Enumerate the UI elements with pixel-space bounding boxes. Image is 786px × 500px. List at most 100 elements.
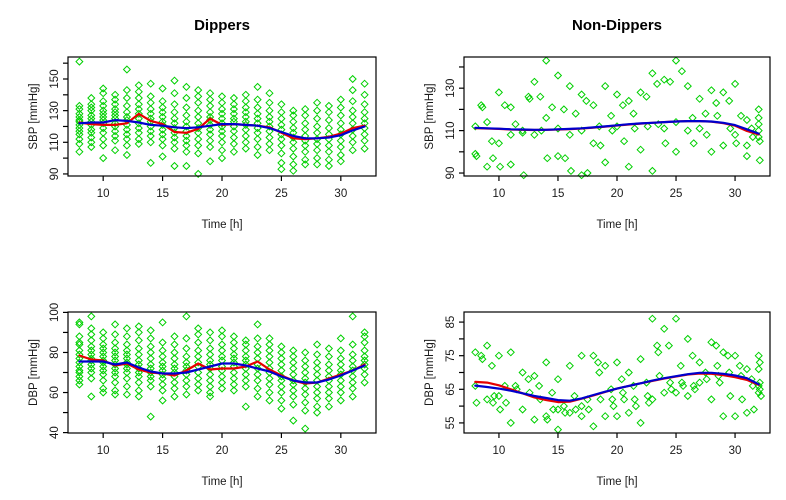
scatter-point-diamond bbox=[146, 109, 155, 118]
scatter-point-diamond bbox=[348, 392, 357, 401]
scatter-point-diamond bbox=[99, 89, 108, 98]
scatter-point-diamond bbox=[636, 145, 645, 154]
scatter-point-diamond bbox=[312, 146, 322, 155]
scatter-point-diamond bbox=[742, 408, 752, 417]
scatter-point-diamond bbox=[75, 320, 84, 329]
scatter-point-diamond bbox=[683, 334, 692, 344]
scatter-point-diamond bbox=[723, 351, 733, 360]
scatter-point-diamond bbox=[348, 312, 357, 321]
scatter-point-diamond bbox=[667, 385, 676, 394]
scatter-point-diamond bbox=[158, 374, 167, 383]
scatter-point-diamond bbox=[652, 341, 662, 350]
scatter-point-diamond bbox=[122, 368, 132, 377]
scatter-point-diamond bbox=[336, 142, 345, 152]
scatter-point-diamond bbox=[289, 106, 298, 115]
scatter-point-diamond bbox=[75, 134, 84, 144]
scatter-point-diamond bbox=[265, 380, 274, 389]
scatter-point-diamond bbox=[99, 123, 108, 133]
scatter-point-diamond bbox=[547, 388, 557, 397]
scatter-point-diamond bbox=[122, 141, 132, 150]
scatter-point-diamond bbox=[265, 89, 274, 98]
scatter-point-diamond bbox=[146, 348, 155, 357]
scatter-point-diamond bbox=[253, 134, 262, 144]
scatter-point-diamond bbox=[158, 108, 167, 117]
scatter-point-diamond bbox=[241, 108, 250, 117]
scatter-point-diamond bbox=[360, 360, 369, 369]
scatter-point-diamond bbox=[336, 354, 345, 363]
panel-title: Dippers bbox=[194, 17, 250, 34]
scatter-point-diamond bbox=[488, 154, 498, 163]
y-tick-label: 55 bbox=[445, 417, 457, 430]
scatter-point-diamond bbox=[689, 381, 698, 391]
plot-box bbox=[463, 56, 771, 177]
scatter-point-diamond bbox=[217, 332, 227, 341]
scatter-point-diamond bbox=[312, 376, 322, 385]
scatter-point-diamond bbox=[110, 386, 120, 395]
scatter-point-diamond bbox=[265, 98, 274, 107]
scatter-point-diamond bbox=[75, 57, 84, 66]
scatter-point-diamond bbox=[265, 117, 274, 126]
scatter-point-diamond bbox=[110, 344, 120, 353]
scatter-point-diamond bbox=[229, 368, 239, 377]
scatter-point-diamond bbox=[110, 111, 120, 120]
scatter-point-diamond bbox=[683, 81, 692, 91]
scatter-point-diamond bbox=[265, 112, 274, 122]
scatter-point-diamond bbox=[182, 376, 191, 385]
scatter-point-diamond bbox=[110, 146, 120, 155]
x-tick-label: 10 bbox=[493, 188, 506, 200]
scatter-point-diamond bbox=[695, 378, 704, 387]
scatter-point-diamond bbox=[518, 368, 527, 377]
scatter-point-diamond bbox=[471, 122, 480, 131]
scatter-point-diamond bbox=[205, 142, 215, 152]
scatter-point-diamond bbox=[158, 346, 167, 355]
scatter-point-diamond bbox=[241, 382, 250, 391]
scatter-point-diamond bbox=[229, 354, 239, 363]
scatter-point-diamond bbox=[134, 356, 143, 365]
scatter-point-diamond bbox=[648, 69, 657, 78]
scatter-point-diamond bbox=[158, 386, 167, 395]
scatter-point-diamond bbox=[324, 344, 334, 353]
scatter-point-diamond bbox=[631, 401, 641, 411]
scatter-point-diamond bbox=[609, 401, 618, 411]
scatter-point-diamond bbox=[75, 147, 84, 156]
scatter-point-diamond bbox=[748, 381, 757, 391]
scatter-point-diamond bbox=[75, 340, 84, 349]
scatter-point-diamond bbox=[636, 88, 645, 97]
scatter-point-diamond bbox=[182, 147, 191, 156]
scatter-point-diamond bbox=[608, 126, 617, 135]
scatter-point-diamond bbox=[695, 94, 704, 103]
scatter-point-diamond bbox=[253, 114, 262, 123]
scatter-point-diamond bbox=[487, 137, 497, 146]
scatter-point-diamond bbox=[229, 114, 239, 123]
scatter-point-diamond bbox=[122, 358, 132, 367]
scatter-point-diamond bbox=[289, 386, 298, 395]
scatter-point-diamond bbox=[494, 88, 504, 97]
scatter-point-diamond bbox=[289, 370, 298, 379]
scatter-point-diamond bbox=[158, 141, 167, 150]
scatter-point-diamond bbox=[494, 139, 504, 148]
scatter-point-diamond bbox=[312, 358, 322, 367]
scatter-point-diamond bbox=[182, 312, 191, 321]
scatter-point-diamond bbox=[648, 395, 657, 404]
panel-dippers-dbp: 10 15 20 25 30 40 60 80 100 Time [h] DBP [mmHg] bbox=[0, 250, 393, 500]
scatter-point-diamond bbox=[277, 120, 286, 130]
scatter-point-diamond bbox=[134, 328, 143, 337]
scatter-point-diamond bbox=[301, 390, 310, 399]
scatter-point-diamond bbox=[312, 402, 322, 411]
scatter-point-diamond bbox=[158, 338, 167, 347]
scatter-point-diamond bbox=[312, 408, 322, 417]
scatter-point-diamond bbox=[742, 151, 752, 161]
scatter-point-diamond bbox=[205, 157, 215, 166]
scatter-point-diamond bbox=[707, 338, 716, 347]
scatter-point-diamond bbox=[99, 153, 108, 163]
scatter-point-diamond bbox=[205, 382, 215, 391]
scatter-point-diamond bbox=[534, 381, 544, 391]
scatter-point-diamond bbox=[312, 98, 322, 107]
scatter-point-diamond bbox=[122, 382, 132, 391]
scatter-point-diamond bbox=[560, 408, 570, 417]
scatter-point-diamond bbox=[289, 123, 298, 133]
scatter-point-diamond bbox=[619, 395, 629, 404]
scatter-point-diamond bbox=[348, 97, 357, 106]
scatter-point-diamond bbox=[553, 405, 563, 414]
scatter-point-diamond bbox=[565, 130, 574, 139]
